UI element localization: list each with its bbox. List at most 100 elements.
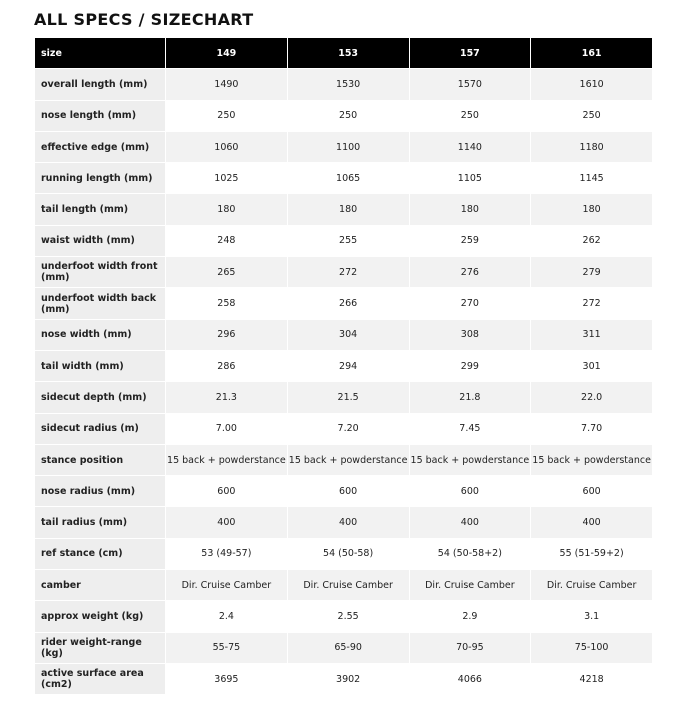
table-row: sidecut radius (m) 7.00 7.20 7.45 7.70 xyxy=(35,413,652,444)
cell: 259 xyxy=(460,235,479,247)
cell: 22.0 xyxy=(531,382,652,413)
cell: 3.1 xyxy=(584,610,600,622)
row-label: tail radius (mm) xyxy=(35,507,165,538)
cell: 272 xyxy=(287,257,409,288)
row-label: sidecut depth (mm) xyxy=(35,382,165,413)
cell: 250 xyxy=(217,110,236,122)
header-cell: 153 xyxy=(287,38,409,69)
cell: 250 xyxy=(460,110,479,122)
cell: Dir. Cruise Camber xyxy=(531,570,652,601)
cell: 15 back + powderstance xyxy=(287,444,409,476)
cell: 7.70 xyxy=(581,423,603,435)
table-row: tail length (mm) 180 180 180 180 xyxy=(35,194,652,225)
cell: 304 xyxy=(287,319,409,350)
header-cell: 157 xyxy=(409,38,531,69)
cell: 75-100 xyxy=(531,632,652,663)
row-label: approx weight (kg) xyxy=(35,601,165,632)
cell: 1105 xyxy=(457,172,482,184)
cell: 1140 xyxy=(409,131,531,163)
table-row: ref stance (cm) 53 (49-57) 54 (50-58) 54 (5… xyxy=(35,538,652,570)
cell: Dir. Cruise Camber xyxy=(287,570,409,601)
header-row: size 149 153 157 161 xyxy=(35,38,652,69)
table-row: rider weight-range (kg) 55-75 65-90 70-95 75… xyxy=(35,632,652,663)
cell: 400 xyxy=(409,507,531,538)
cell: 54 (50-58+2) xyxy=(437,548,502,560)
table-row: overall length (mm) 1490 1530 1570 1610 xyxy=(35,69,652,100)
cell: 294 xyxy=(339,360,358,372)
cell: 255 xyxy=(339,235,358,247)
cell: 65-90 xyxy=(287,632,409,663)
cell: 1145 xyxy=(579,172,604,184)
row-label: sidecut radius (m) xyxy=(35,413,165,444)
row-label: active surface area (cm2) xyxy=(35,663,165,695)
cell: 7.00 xyxy=(215,423,237,435)
cell: 53 (49-57) xyxy=(201,548,252,560)
cell: 600 xyxy=(460,485,479,497)
table-row: running length (mm) 1025 1065 1105 1145 xyxy=(35,163,652,194)
cell: 265 xyxy=(166,257,287,288)
cell: 21.8 xyxy=(409,382,531,413)
cell: Dir. Cruise Camber xyxy=(166,570,287,601)
table-row: stance position 15 back + powderstance 15 … xyxy=(35,444,652,476)
cell: 180 xyxy=(531,194,652,225)
cell: 15 back + powderstance xyxy=(409,444,531,476)
cell: 4066 xyxy=(457,673,482,685)
table-row: waist width (mm) 248 255 259 262 xyxy=(35,225,652,257)
cell: 180 xyxy=(166,194,287,225)
cell: 311 xyxy=(531,319,652,350)
table-row: nose radius (mm) 600 600 600 600 xyxy=(35,476,652,507)
cell: 600 xyxy=(582,485,601,497)
row-label: ref stance (cm) xyxy=(35,538,165,570)
cell: 1025 xyxy=(214,172,239,184)
cell: 1065 xyxy=(336,172,361,184)
cell: 1570 xyxy=(409,69,531,100)
cell: 600 xyxy=(217,485,236,497)
cell: 286 xyxy=(217,360,236,372)
cell: 4218 xyxy=(579,673,604,685)
cell: 180 xyxy=(287,194,409,225)
table-row: sidecut depth (mm) 21.3 21.5 21.8 22.0 xyxy=(35,382,652,413)
cell: 1100 xyxy=(287,131,409,163)
table-row: nose width (mm) 296 304 308 311 xyxy=(35,319,652,350)
cell: 301 xyxy=(582,360,601,372)
row-label: tail width (mm) xyxy=(35,350,165,382)
table-row: active surface area (cm2) 3695 3902 4066 421… xyxy=(35,663,652,695)
row-label: overall length (mm) xyxy=(35,69,165,100)
table-row: tail width (mm) 286 294 299 301 xyxy=(35,350,652,382)
cell: 21.3 xyxy=(166,382,287,413)
cell: 262 xyxy=(582,235,601,247)
cell: Dir. Cruise Camber xyxy=(409,570,531,601)
cell: 1180 xyxy=(531,131,652,163)
spec-table: size 149 153 157 161 overall length (mm) 1490… xyxy=(34,37,653,695)
cell: 279 xyxy=(531,257,652,288)
cell: 7.45 xyxy=(459,423,481,435)
cell: 250 xyxy=(582,110,601,122)
cell: 600 xyxy=(339,485,358,497)
row-label: camber xyxy=(35,570,165,601)
header-cell: 149 xyxy=(166,38,287,69)
cell: 266 xyxy=(339,298,358,310)
cell: 3902 xyxy=(336,673,361,685)
row-label: running length (mm) xyxy=(35,163,165,194)
cell: 1490 xyxy=(166,69,287,100)
cell: 2.4 xyxy=(218,610,234,622)
header-cell: 161 xyxy=(531,38,652,69)
title: ALL SPECS / SIZECHART xyxy=(34,10,254,29)
cell: 2.9 xyxy=(462,610,478,622)
cell: 400 xyxy=(531,507,652,538)
cell: 258 xyxy=(217,298,236,310)
row-label: nose width (mm) xyxy=(35,319,165,350)
cell: 400 xyxy=(166,507,287,538)
table-row: camber Dir. Cruise Camber Dir. Cruise Camb… xyxy=(35,570,652,601)
row-label: nose length (mm) xyxy=(35,100,165,131)
header-cell: size xyxy=(35,38,165,69)
cell: 272 xyxy=(582,298,601,310)
cell: 296 xyxy=(166,319,287,350)
table-row: underfoot width front (mm) 265 272 276 279 xyxy=(35,257,652,288)
table-row: nose length (mm) 250 250 250 250 xyxy=(35,100,652,131)
cell: 1530 xyxy=(287,69,409,100)
cell: 400 xyxy=(287,507,409,538)
cell: 276 xyxy=(409,257,531,288)
cell: 2.55 xyxy=(337,610,359,622)
